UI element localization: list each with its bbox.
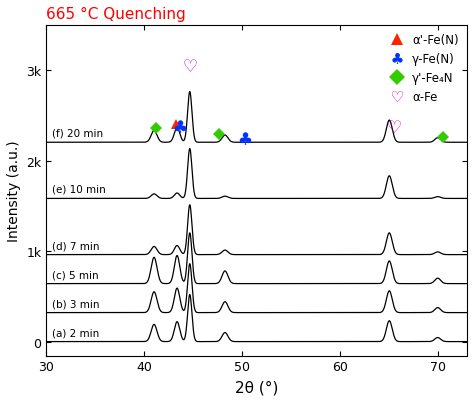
Text: (b) 3 min: (b) 3 min	[52, 298, 100, 308]
Text: (a) 2 min: (a) 2 min	[52, 327, 100, 337]
Legend: α'-Fe(N), γ-Fe(N), γ'-Fe₄N, α-Fe: α'-Fe(N), γ-Fe(N), γ'-Fe₄N, α-Fe	[383, 32, 461, 106]
X-axis label: 2θ (°): 2θ (°)	[235, 379, 278, 394]
Text: (d) 7 min: (d) 7 min	[52, 241, 100, 251]
Text: 665 °C Quenching: 665 °C Quenching	[46, 7, 186, 22]
Text: (c) 5 min: (c) 5 min	[52, 269, 99, 279]
Y-axis label: Intensity (a.u.): Intensity (a.u.)	[7, 140, 21, 241]
Text: (f) 20 min: (f) 20 min	[52, 128, 103, 138]
Text: (e) 10 min: (e) 10 min	[52, 184, 106, 194]
